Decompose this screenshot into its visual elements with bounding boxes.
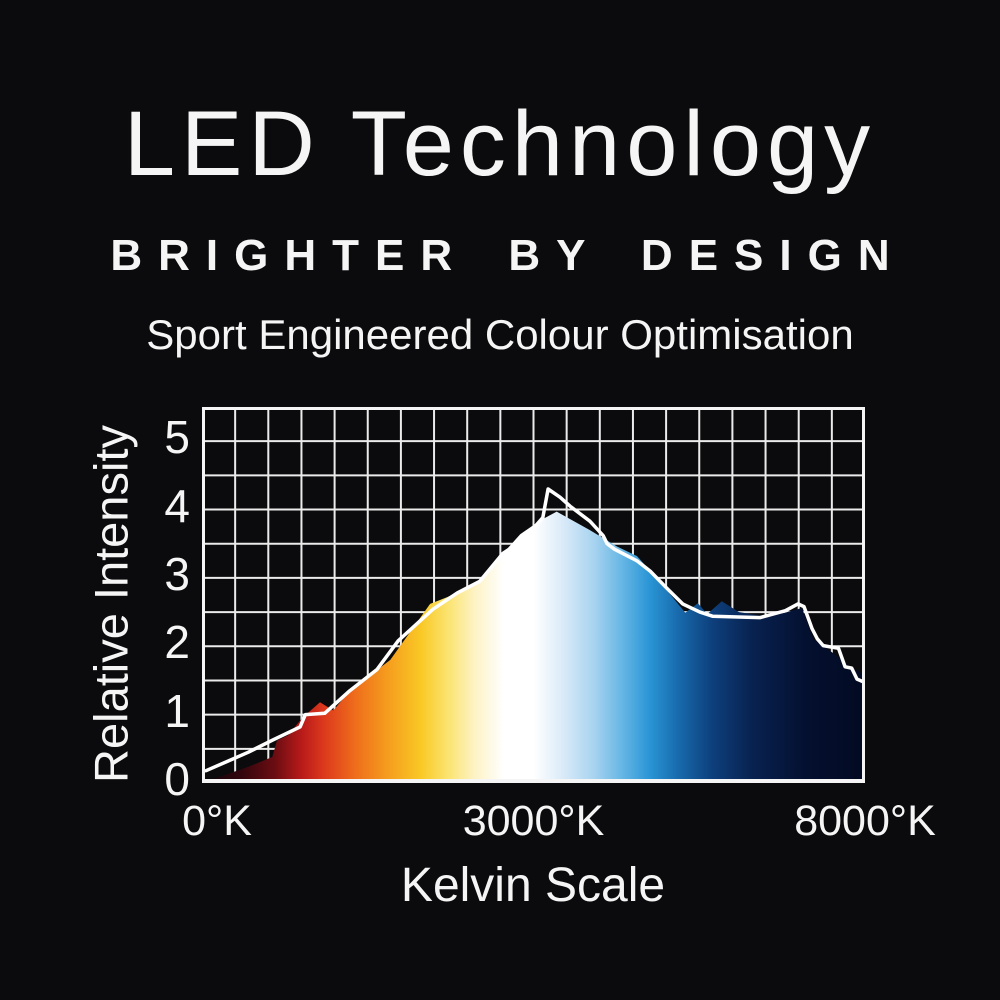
- spectrum-chart: [202, 407, 865, 783]
- spectrum-chart-canvas: [202, 407, 865, 783]
- y-tick-label: 3: [164, 547, 190, 600]
- y-tick-label: 2: [164, 616, 190, 669]
- y-tick-label: 5: [164, 411, 190, 464]
- x-axis-label: Kelvin Scale: [400, 859, 666, 912]
- y-tick-label: 0: [164, 753, 190, 805]
- y-tick-label: 1: [164, 684, 190, 737]
- tagline: BRIGHTER BY DESIGN: [110, 231, 906, 280]
- y-tick-label: 4: [164, 479, 190, 532]
- x-tick-label: 3000°K: [462, 797, 605, 845]
- page-title: LED Technology: [123, 93, 877, 195]
- x-tick-label: 0°K: [182, 797, 252, 845]
- intensity-line: [204, 487, 865, 773]
- spectrum-area: [202, 511, 865, 783]
- subtitle: Sport Engineered Colour Optimisation: [146, 311, 854, 358]
- x-tick-label: 8000°K: [794, 797, 936, 845]
- chart-border: [202, 407, 865, 783]
